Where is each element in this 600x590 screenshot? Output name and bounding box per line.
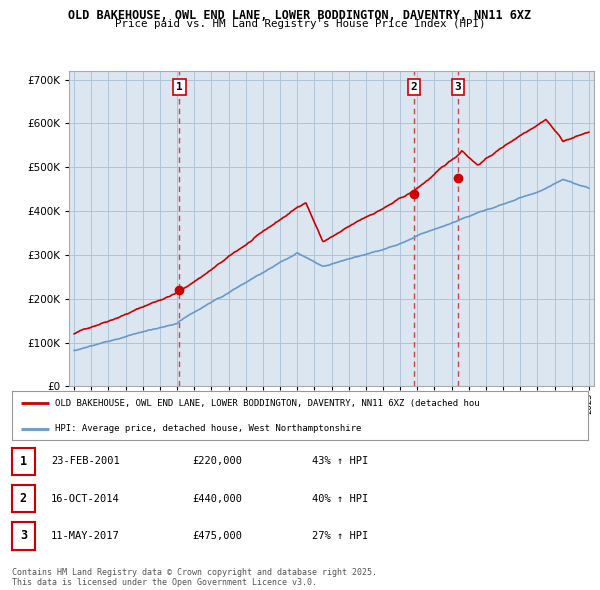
Text: 11-MAY-2017: 11-MAY-2017 — [51, 531, 120, 540]
Text: 1: 1 — [176, 82, 183, 92]
Text: 2: 2 — [410, 82, 417, 92]
Text: £475,000: £475,000 — [192, 531, 242, 540]
Text: 23-FEB-2001: 23-FEB-2001 — [51, 457, 120, 466]
Text: OLD BAKEHOUSE, OWL END LANE, LOWER BODDINGTON, DAVENTRY, NN11 6XZ (detached hou: OLD BAKEHOUSE, OWL END LANE, LOWER BODDI… — [55, 399, 480, 408]
Text: 1: 1 — [20, 455, 27, 468]
Text: 2: 2 — [20, 492, 27, 505]
Text: £220,000: £220,000 — [192, 457, 242, 466]
Text: 27% ↑ HPI: 27% ↑ HPI — [312, 531, 368, 540]
Text: £440,000: £440,000 — [192, 494, 242, 503]
Text: 16-OCT-2014: 16-OCT-2014 — [51, 494, 120, 503]
Text: 3: 3 — [454, 82, 461, 92]
Text: 43% ↑ HPI: 43% ↑ HPI — [312, 457, 368, 466]
Text: Contains HM Land Registry data © Crown copyright and database right 2025.
This d: Contains HM Land Registry data © Crown c… — [12, 568, 377, 587]
Text: OLD BAKEHOUSE, OWL END LANE, LOWER BODDINGTON, DAVENTRY, NN11 6XZ: OLD BAKEHOUSE, OWL END LANE, LOWER BODDI… — [68, 9, 532, 22]
Text: 3: 3 — [20, 529, 27, 542]
Text: HPI: Average price, detached house, West Northamptonshire: HPI: Average price, detached house, West… — [55, 424, 362, 434]
Text: Price paid vs. HM Land Registry's House Price Index (HPI): Price paid vs. HM Land Registry's House … — [115, 19, 485, 30]
Text: 40% ↑ HPI: 40% ↑ HPI — [312, 494, 368, 503]
